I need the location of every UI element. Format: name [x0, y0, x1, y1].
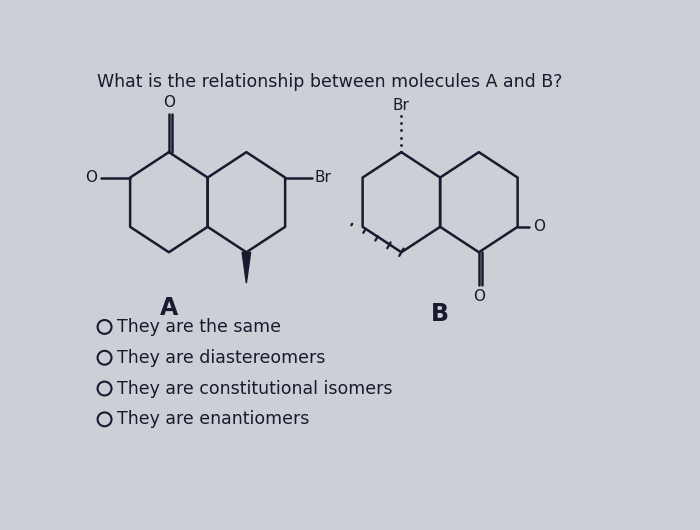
- Text: Br: Br: [393, 98, 410, 113]
- Text: O: O: [533, 219, 545, 234]
- Text: O: O: [85, 170, 97, 185]
- Text: O: O: [473, 289, 485, 304]
- Text: They are diastereomers: They are diastereomers: [117, 349, 326, 367]
- Text: O: O: [163, 95, 175, 110]
- Text: A: A: [160, 296, 178, 320]
- Text: They are the same: They are the same: [117, 318, 281, 336]
- Text: They are enantiomers: They are enantiomers: [117, 410, 309, 428]
- Text: They are constitutional isomers: They are constitutional isomers: [117, 379, 393, 398]
- Text: B: B: [431, 302, 449, 326]
- Text: What is the relationship between molecules A and B?: What is the relationship between molecul…: [97, 73, 562, 91]
- Text: Br: Br: [314, 170, 332, 185]
- Polygon shape: [242, 252, 251, 283]
